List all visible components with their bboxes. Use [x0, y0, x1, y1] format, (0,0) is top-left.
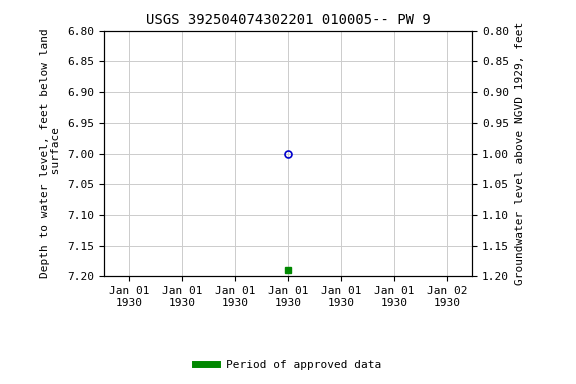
Y-axis label: Depth to water level, feet below land
 surface: Depth to water level, feet below land su…: [40, 29, 62, 278]
Legend: Period of approved data: Period of approved data: [191, 355, 385, 374]
Title: USGS 392504074302201 010005-- PW 9: USGS 392504074302201 010005-- PW 9: [146, 13, 430, 27]
Y-axis label: Groundwater level above NGVD 1929, feet: Groundwater level above NGVD 1929, feet: [514, 22, 525, 285]
